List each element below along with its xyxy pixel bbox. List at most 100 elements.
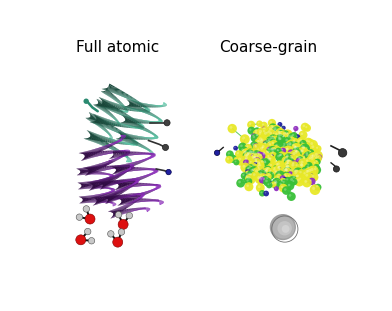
Polygon shape (137, 136, 158, 138)
Circle shape (308, 140, 318, 150)
Circle shape (278, 137, 281, 140)
Polygon shape (122, 150, 128, 158)
Circle shape (292, 149, 302, 158)
Circle shape (245, 169, 250, 175)
Circle shape (275, 128, 285, 138)
Circle shape (281, 179, 289, 187)
Circle shape (250, 134, 260, 142)
Circle shape (249, 166, 251, 168)
Polygon shape (122, 153, 151, 156)
Circle shape (270, 157, 272, 159)
Polygon shape (101, 182, 105, 187)
Polygon shape (109, 188, 113, 193)
Circle shape (299, 131, 307, 139)
Polygon shape (149, 184, 161, 192)
Polygon shape (77, 168, 96, 170)
Circle shape (247, 168, 249, 169)
Polygon shape (96, 188, 115, 190)
Circle shape (269, 123, 277, 132)
Circle shape (275, 174, 283, 182)
Polygon shape (84, 152, 86, 160)
Polygon shape (125, 97, 150, 111)
Polygon shape (142, 153, 155, 161)
Circle shape (311, 153, 316, 158)
Polygon shape (107, 197, 110, 202)
Polygon shape (126, 164, 133, 171)
Polygon shape (96, 190, 115, 195)
Circle shape (279, 155, 281, 156)
Polygon shape (127, 108, 151, 113)
Polygon shape (96, 133, 129, 145)
Circle shape (277, 166, 280, 169)
Circle shape (267, 140, 270, 143)
Polygon shape (127, 180, 137, 184)
Polygon shape (105, 174, 113, 179)
Polygon shape (111, 211, 118, 218)
Polygon shape (109, 115, 121, 125)
Polygon shape (128, 156, 154, 164)
Polygon shape (104, 168, 132, 179)
Polygon shape (117, 141, 138, 144)
Circle shape (285, 168, 288, 171)
Circle shape (243, 154, 252, 164)
Polygon shape (117, 183, 144, 190)
Circle shape (279, 169, 280, 170)
Circle shape (301, 170, 310, 178)
Polygon shape (95, 124, 128, 135)
Polygon shape (115, 103, 147, 112)
Circle shape (255, 129, 257, 132)
Circle shape (281, 134, 287, 141)
Circle shape (297, 147, 308, 158)
Polygon shape (126, 125, 152, 132)
Polygon shape (105, 202, 116, 205)
Circle shape (266, 177, 268, 179)
Circle shape (244, 150, 247, 153)
Polygon shape (96, 115, 127, 128)
Circle shape (246, 175, 247, 177)
Circle shape (253, 158, 261, 165)
Circle shape (276, 168, 283, 175)
Polygon shape (139, 193, 142, 199)
Polygon shape (80, 197, 99, 198)
Circle shape (243, 151, 246, 154)
Polygon shape (113, 182, 134, 183)
Circle shape (275, 132, 278, 135)
Circle shape (285, 174, 287, 177)
Polygon shape (124, 183, 154, 188)
Polygon shape (107, 194, 129, 203)
Polygon shape (89, 202, 113, 203)
Polygon shape (129, 189, 158, 196)
Polygon shape (129, 100, 152, 108)
Circle shape (251, 154, 253, 156)
Circle shape (285, 163, 287, 165)
Polygon shape (97, 99, 103, 107)
Circle shape (270, 133, 276, 140)
Polygon shape (150, 200, 164, 203)
Polygon shape (94, 191, 114, 195)
Polygon shape (78, 171, 100, 175)
Circle shape (276, 148, 282, 155)
Polygon shape (86, 167, 93, 175)
Polygon shape (85, 135, 98, 139)
Polygon shape (106, 91, 138, 101)
Polygon shape (100, 175, 114, 180)
Polygon shape (102, 160, 113, 166)
Circle shape (281, 148, 283, 150)
Polygon shape (98, 100, 99, 106)
Polygon shape (151, 184, 160, 189)
Polygon shape (95, 115, 114, 126)
Circle shape (279, 184, 288, 193)
Circle shape (244, 154, 247, 157)
Polygon shape (102, 175, 114, 180)
Polygon shape (125, 107, 147, 110)
Polygon shape (131, 143, 153, 152)
Polygon shape (80, 199, 99, 203)
Polygon shape (85, 179, 109, 182)
Polygon shape (92, 142, 125, 154)
Polygon shape (144, 105, 147, 113)
Circle shape (164, 120, 170, 126)
Polygon shape (87, 130, 100, 141)
Polygon shape (77, 168, 98, 169)
Polygon shape (108, 160, 110, 165)
Polygon shape (105, 195, 116, 204)
